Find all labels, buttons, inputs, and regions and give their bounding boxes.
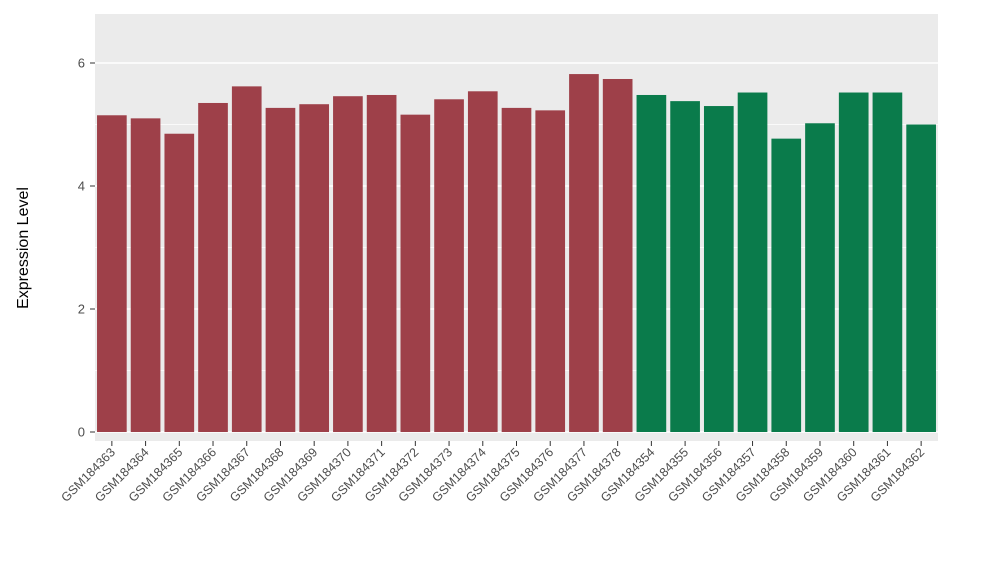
bar (636, 94, 667, 432)
bar (97, 115, 127, 433)
bar (501, 107, 532, 433)
bar (231, 86, 262, 433)
y-tick-label: 2 (78, 302, 85, 317)
bar (906, 124, 936, 432)
bar (164, 133, 195, 432)
y-tick-label: 0 (78, 425, 85, 440)
bar (602, 78, 633, 433)
bar (569, 74, 599, 432)
bars (97, 74, 936, 433)
bar (805, 123, 835, 433)
bar (198, 102, 228, 432)
bar (703, 106, 734, 433)
bar (333, 96, 363, 433)
bar (366, 94, 397, 432)
bar (670, 101, 700, 432)
bar (434, 99, 464, 432)
axis-ticks (90, 62, 922, 446)
bar (265, 107, 296, 433)
y-tick-label: 6 (78, 56, 85, 71)
bar (467, 91, 498, 432)
bar (872, 92, 903, 433)
bar (771, 138, 802, 432)
bar (400, 114, 431, 432)
bar (838, 92, 869, 433)
bar (299, 104, 330, 432)
bar (535, 110, 566, 432)
bar (737, 92, 768, 433)
y-tick-label: 4 (78, 179, 85, 194)
y-axis-title: Expression Level (15, 187, 32, 309)
bar (130, 118, 161, 432)
